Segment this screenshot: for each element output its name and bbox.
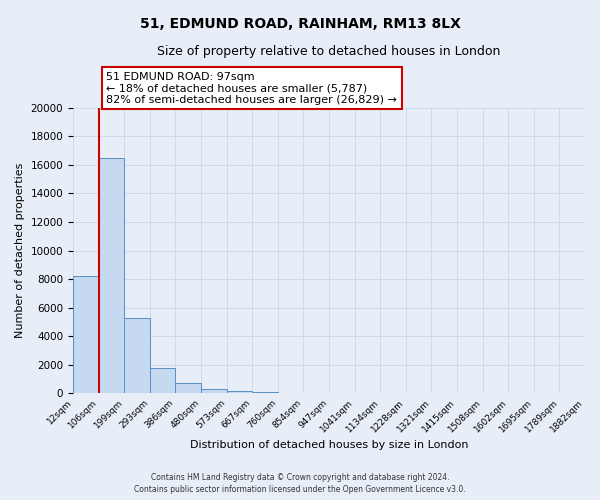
Title: Size of property relative to detached houses in London: Size of property relative to detached ho… <box>157 45 501 58</box>
Bar <box>124 318 150 394</box>
Text: 51, EDMUND ROAD, RAINHAM, RM13 8LX: 51, EDMUND ROAD, RAINHAM, RM13 8LX <box>140 18 460 32</box>
X-axis label: Distribution of detached houses by size in London: Distribution of detached houses by size … <box>190 440 468 450</box>
Bar <box>175 382 201 394</box>
Bar <box>98 158 124 394</box>
Bar <box>201 389 227 394</box>
Y-axis label: Number of detached properties: Number of detached properties <box>15 163 25 338</box>
Text: 51 EDMUND ROAD: 97sqm
← 18% of detached houses are smaller (5,787)
82% of semi-d: 51 EDMUND ROAD: 97sqm ← 18% of detached … <box>106 72 397 105</box>
Bar <box>73 276 98 394</box>
Bar <box>278 392 304 394</box>
Text: Contains HM Land Registry data © Crown copyright and database right 2024.
Contai: Contains HM Land Registry data © Crown c… <box>134 472 466 494</box>
Bar <box>227 392 252 394</box>
Bar <box>150 368 175 394</box>
Bar <box>252 392 278 394</box>
